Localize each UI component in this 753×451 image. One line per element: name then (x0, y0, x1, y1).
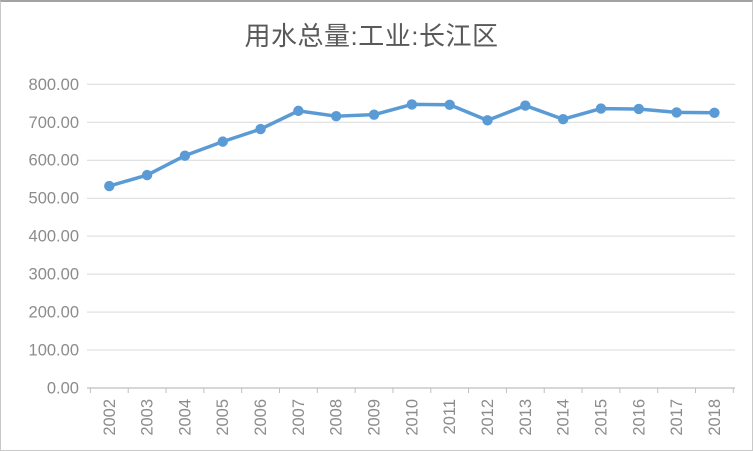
data-point-marker (104, 180, 115, 192)
x-axis-tick-label: 2018 (706, 399, 724, 436)
data-point-marker (406, 99, 418, 110)
data-point-marker (709, 107, 720, 118)
y-axis-tick-label: 500.00 (29, 190, 79, 208)
x-axis-tick-label: 2008 (328, 399, 346, 436)
x-axis-tick-label: 2015 (592, 399, 610, 436)
data-point-marker (633, 103, 644, 115)
x-axis-tick-label: 2007 (290, 399, 308, 436)
chart-title: 用水总量:工业:长江区 (244, 21, 499, 51)
x-axis-tick-label: 2016 (630, 399, 648, 436)
y-axis-tick-label: 700.00 (29, 114, 79, 132)
data-point-marker (595, 103, 607, 114)
data-point-marker (671, 107, 682, 118)
y-axis-tick-label: 100.00 (29, 342, 79, 360)
y-axis-tick-label: 800.00 (29, 76, 79, 94)
data-point-marker (141, 169, 153, 181)
data-point-marker (331, 110, 342, 122)
y-axis-tick-label: 200.00 (29, 304, 79, 322)
x-axis-tick-label: 2005 (214, 399, 232, 436)
y-axis-tick-label: 300.00 (29, 266, 79, 284)
y-axis-tick-label: 400.00 (29, 228, 79, 246)
series-line (107, 102, 717, 188)
data-point-marker (520, 100, 531, 111)
x-axis-tick-label: 2003 (139, 399, 157, 436)
data-point-marker (255, 123, 266, 135)
x-axis-tick-label: 2009 (366, 399, 384, 436)
data-point-marker (217, 136, 228, 147)
data-point-marker (482, 115, 493, 126)
x-axis-tick-label: 2010 (403, 399, 421, 436)
y-axis-tick-label: 600.00 (29, 152, 79, 170)
x-axis-tick-label: 2017 (668, 399, 686, 436)
x-axis-tick-label: 2012 (479, 399, 497, 436)
data-point-marker (368, 109, 380, 120)
data-point-marker (179, 150, 191, 161)
x-axis-tick-label: 2006 (252, 399, 270, 436)
x-axis-tick-label: 2011 (441, 399, 459, 434)
data-point-marker (444, 99, 455, 110)
x-axis-tick-label: 2002 (101, 399, 119, 436)
x-axis-tick-label: 2004 (176, 399, 194, 436)
x-axis-tick-label: 2013 (517, 399, 535, 436)
x-axis-tick-label: 2014 (555, 399, 573, 436)
y-axis-tick-label: 0.00 (47, 380, 79, 398)
data-point-marker (557, 114, 569, 125)
data-point-marker (293, 105, 304, 117)
